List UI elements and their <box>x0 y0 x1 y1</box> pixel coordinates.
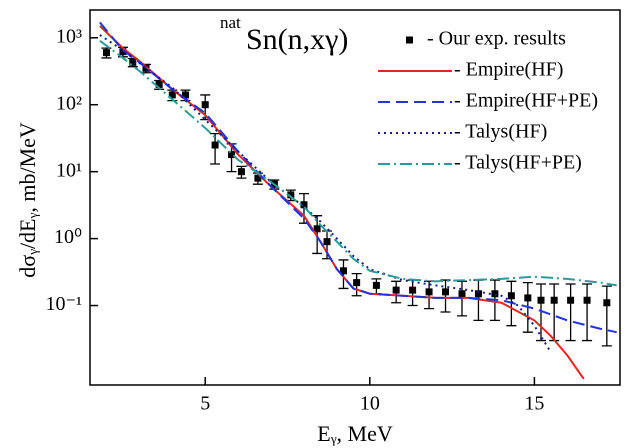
data-point <box>524 294 532 302</box>
title-superscript: nat <box>220 13 241 32</box>
data-point <box>392 286 400 294</box>
data-point <box>339 267 347 275</box>
data-point <box>102 49 110 57</box>
error-bar <box>565 283 576 342</box>
data-point <box>425 288 433 296</box>
legend-marker <box>406 36 413 44</box>
error-bar <box>582 283 593 342</box>
legend-label: - Empire(HF+PE) <box>454 90 598 112</box>
data-point <box>323 238 331 246</box>
y-tick-label: 10² <box>56 92 82 114</box>
data-point <box>300 201 308 209</box>
data-point <box>168 91 176 99</box>
x-tick-label: 10 <box>360 393 380 415</box>
data-point <box>155 81 163 89</box>
error-bar <box>312 215 323 255</box>
data-point <box>458 290 466 298</box>
plot-frame <box>89 9 621 386</box>
error-bar <box>210 132 221 165</box>
error-bar <box>549 283 560 342</box>
y-tick-label: 10⁻¹ <box>45 293 82 315</box>
error-bar <box>298 192 309 224</box>
legend-label: - Empire(HF) <box>454 59 563 81</box>
error-bar <box>535 283 546 342</box>
data-point <box>442 288 450 296</box>
legend-label: - Talys(HF+PE) <box>454 152 582 174</box>
data-point <box>237 168 245 176</box>
data-point <box>129 58 137 66</box>
data-point <box>353 279 361 287</box>
series-line <box>99 21 617 334</box>
x-tick-label: 15 <box>524 393 544 415</box>
data-point <box>567 296 575 304</box>
data-point <box>287 191 295 199</box>
legend-label: - Talys(HF) <box>454 121 547 143</box>
plot-area <box>99 21 617 380</box>
legend-label: - Our exp. results <box>427 28 566 50</box>
series-line <box>99 40 617 287</box>
error-bar <box>601 285 612 347</box>
x-axis-label: Eᵧ, MeV <box>317 421 393 446</box>
data-point <box>228 151 236 159</box>
data-point <box>372 281 380 289</box>
data-point <box>313 225 321 233</box>
data-point <box>474 290 482 298</box>
data-point <box>201 101 209 109</box>
data-point <box>550 296 558 304</box>
data-point <box>537 296 545 304</box>
y-tick-label: 10³ <box>56 25 82 47</box>
chart-title: Sn(n,xγ) <box>246 23 348 56</box>
data-point <box>603 299 611 307</box>
error-bar <box>440 279 451 313</box>
data-point <box>181 91 189 99</box>
x-tick-label: 5 <box>200 393 210 415</box>
y-tick-label: 10⁰ <box>54 226 82 248</box>
data-point <box>583 296 591 304</box>
data-point <box>211 141 219 149</box>
y-tick-label: 10¹ <box>56 159 82 181</box>
y-axis-label: dσᵧ/dEᵧ, mb/MeV <box>15 122 40 278</box>
data-point <box>409 286 417 294</box>
data-point <box>254 174 262 182</box>
series-line <box>99 34 552 353</box>
data-point <box>507 292 515 300</box>
data-point <box>119 48 127 56</box>
